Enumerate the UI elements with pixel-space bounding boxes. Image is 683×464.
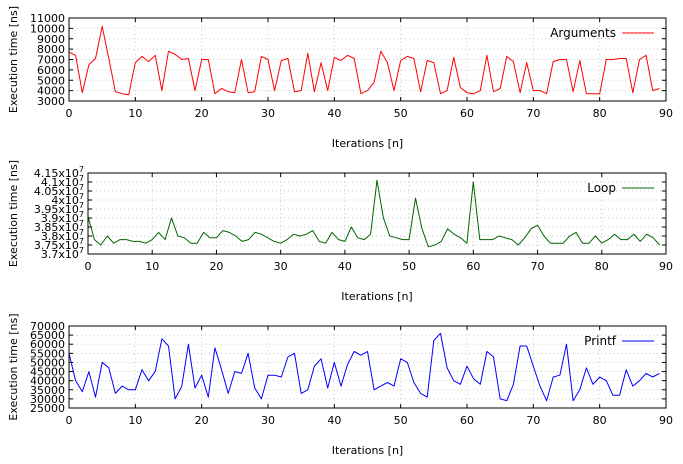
x-tick-label: 50 — [394, 414, 408, 427]
y-tick-label: 4x107 — [51, 192, 84, 207]
y-tick-label: 40000 — [30, 375, 65, 388]
x-axis-label: Iterations [n] — [341, 290, 412, 303]
x-tick-label: 20 — [195, 414, 209, 427]
y-tick-label: 10000 — [30, 22, 65, 35]
y-tick-label: 6000 — [37, 64, 65, 77]
x-tick-label: 10 — [145, 260, 159, 273]
plot-frame — [68, 17, 667, 102]
x-tick-label: 20 — [209, 260, 223, 273]
series-line-loop — [87, 179, 660, 248]
x-axis-label: Iterations [n] — [332, 137, 403, 150]
x-axis-label: Iterations [n] — [332, 444, 403, 457]
x-tick-label: 20 — [195, 107, 209, 120]
y-tick-label: 35000 — [30, 384, 65, 397]
x-tick-label: 60 — [466, 260, 480, 273]
chart-panel-1: 0 10 20 30 40 50 60 70 80 90 300040005000600070008… — [7, 6, 673, 150]
legend-label: Printf — [584, 334, 617, 348]
x-tick-label: 10 — [128, 107, 142, 120]
series-line-printf — [68, 332, 660, 402]
x-tick-label: 90 — [659, 260, 673, 273]
x-tick-label: 30 — [274, 260, 288, 273]
x-tick-label: 70 — [526, 107, 540, 120]
x-tick-label: 0 — [66, 107, 73, 120]
plot-frame — [87, 172, 667, 255]
y-tick-label: 3.95x107 — [34, 201, 84, 216]
y-axis-label: Execution time [ns] — [7, 6, 20, 113]
y-tick-label: 3000 — [37, 95, 65, 108]
y-axis-label: Execution time [ns] — [7, 313, 20, 420]
x-tick-label: 90 — [659, 414, 673, 427]
y-tick-label: 30000 — [30, 393, 65, 406]
y-tick-label: 70000 — [30, 320, 65, 333]
x-tick-label: 50 — [394, 107, 408, 120]
y-tick-label: 45000 — [30, 366, 65, 379]
x-tick-label: 0 — [85, 260, 92, 273]
plot-frame — [68, 325, 667, 409]
y-tick-label: 5000 — [37, 74, 65, 87]
x-tick-label: 30 — [261, 107, 275, 120]
x-tick-label: 0 — [66, 414, 73, 427]
y-tick-label: 3.85x107 — [34, 219, 84, 234]
x-tick-label: 80 — [595, 260, 609, 273]
x-tick-label: 10 — [128, 414, 142, 427]
x-tick-label: 40 — [338, 260, 352, 273]
x-tick-label: 50 — [402, 260, 416, 273]
y-tick-label: 65000 — [30, 329, 65, 342]
y-tick-label: 9000 — [37, 33, 65, 46]
y-tick-label: 4.05x107 — [34, 183, 84, 198]
x-tick-label: 30 — [261, 414, 275, 427]
chart-panel-3: 0 10 20 30 40 50 60 70 80 90 250003000035000400004… — [7, 313, 673, 457]
x-tick-label: 90 — [659, 107, 673, 120]
x-tick-label: 70 — [531, 260, 545, 273]
legend-label: Arguments — [550, 26, 616, 40]
series-line-arguments — [68, 25, 660, 96]
y-tick-label: 3.7x107 — [41, 246, 84, 261]
y-tick-label: 25000 — [30, 402, 65, 415]
y-tick-label: 55000 — [30, 347, 65, 360]
x-tick-label: 60 — [460, 414, 474, 427]
x-tick-label: 70 — [526, 414, 540, 427]
y-tick-label: 4000 — [37, 85, 65, 98]
x-tick-label: 40 — [327, 107, 341, 120]
y-tick-label: 4.15x107 — [34, 165, 84, 180]
y-tick-label: 3.8x107 — [41, 228, 84, 243]
x-tick-label: 60 — [460, 107, 474, 120]
x-tick-label: 80 — [593, 414, 607, 427]
y-tick-label: 8000 — [37, 43, 65, 56]
y-tick-label: 11000 — [30, 12, 65, 25]
y-tick-label: 3.9x107 — [41, 210, 84, 225]
chart-panel-2: 0 10 20 30 40 50 60 70 80 90 3.7x1073.75x1073.8x10… — [7, 160, 673, 303]
x-tick-label: 80 — [593, 107, 607, 120]
y-tick-label: 60000 — [30, 338, 65, 351]
x-tick-label: 40 — [327, 414, 341, 427]
y-tick-label: 4.1x107 — [41, 174, 84, 189]
y-tick-label: 50000 — [30, 356, 65, 369]
legend-label: Loop — [587, 181, 616, 195]
y-tick-label: 3.75x107 — [34, 237, 84, 252]
y-axis-label: Execution time [ns] — [7, 160, 20, 267]
y-tick-label: 7000 — [37, 54, 65, 67]
